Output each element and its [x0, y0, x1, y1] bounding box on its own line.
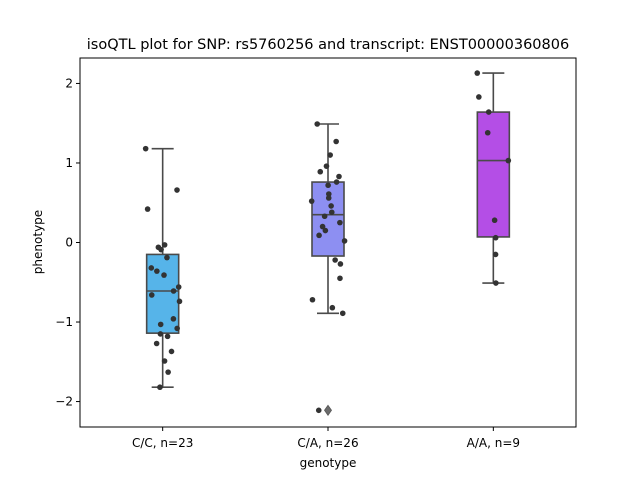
data-point: [315, 407, 322, 414]
box-iqr: [476, 111, 511, 238]
data-point: [144, 206, 151, 212]
data-point: [328, 203, 334, 209]
data-point: [505, 157, 512, 164]
data-point: [337, 275, 343, 282]
y-tick-label: −2: [55, 395, 73, 409]
data-point: [492, 234, 499, 241]
data-point: [148, 292, 155, 298]
data-point: [337, 219, 343, 226]
data-point: [492, 251, 499, 258]
y-tick-label: 1: [65, 156, 73, 170]
data-point: [165, 369, 171, 375]
data-point: [148, 265, 155, 271]
data-point: [158, 246, 164, 253]
data-point: [321, 213, 328, 220]
data-point: [153, 340, 160, 347]
data-point: [161, 242, 168, 248]
y-axis-label: phenotype: [31, 210, 45, 274]
data-point: [484, 129, 491, 136]
data-point: [332, 257, 338, 263]
data-point: [322, 227, 329, 234]
y-tick-label: −1: [55, 315, 73, 329]
x-tick-label: A/A, n=9: [467, 436, 520, 450]
data-point: [154, 268, 160, 274]
data-point: [157, 331, 164, 337]
data-point: [308, 198, 315, 204]
data-point: [325, 182, 331, 189]
data-point: [328, 209, 335, 216]
data-point: [317, 168, 324, 175]
data-point: [333, 179, 340, 185]
data-point: [164, 333, 171, 340]
data-point: [164, 254, 170, 261]
data-point: [325, 195, 332, 201]
data-point: [319, 223, 326, 230]
data-point: [316, 232, 322, 239]
data-point: [142, 145, 149, 152]
data-point: [157, 384, 163, 391]
data-point: [175, 284, 182, 290]
data-point: [333, 138, 339, 145]
data-point: [493, 280, 499, 286]
data-point: [325, 191, 332, 197]
outlier-marker: [324, 404, 332, 416]
x-tick-label: C/A, n=26: [297, 436, 358, 450]
data-point: [309, 296, 316, 303]
y-tick-label: 0: [65, 236, 73, 250]
plot-frame: [79, 57, 577, 428]
data-point: [341, 238, 348, 244]
chart-title: isoQTL plot for SNP: rs5760256 and trans…: [87, 37, 569, 53]
data-point: [336, 173, 342, 180]
x-axis-label: genotype: [300, 456, 357, 470]
data-point: [327, 152, 333, 158]
data-point: [485, 109, 492, 115]
data-point: [161, 358, 168, 364]
data-point: [314, 121, 321, 127]
data-point: [174, 187, 180, 193]
data-point: [174, 325, 180, 332]
data-point: [323, 163, 330, 169]
data-point: [474, 70, 481, 76]
data-point: [170, 288, 177, 294]
data-point: [339, 310, 346, 317]
data-point: [337, 261, 344, 267]
data-point: [161, 272, 167, 278]
data-point: [170, 316, 177, 322]
data-point: [491, 217, 498, 224]
x-tick-label: C/C, n=23: [132, 436, 193, 450]
data-point: [329, 304, 336, 311]
y-tick-label: 2: [65, 76, 73, 90]
data-point: [176, 298, 183, 305]
data-point: [157, 321, 164, 328]
data-point: [168, 348, 175, 355]
data-point: [476, 94, 482, 100]
